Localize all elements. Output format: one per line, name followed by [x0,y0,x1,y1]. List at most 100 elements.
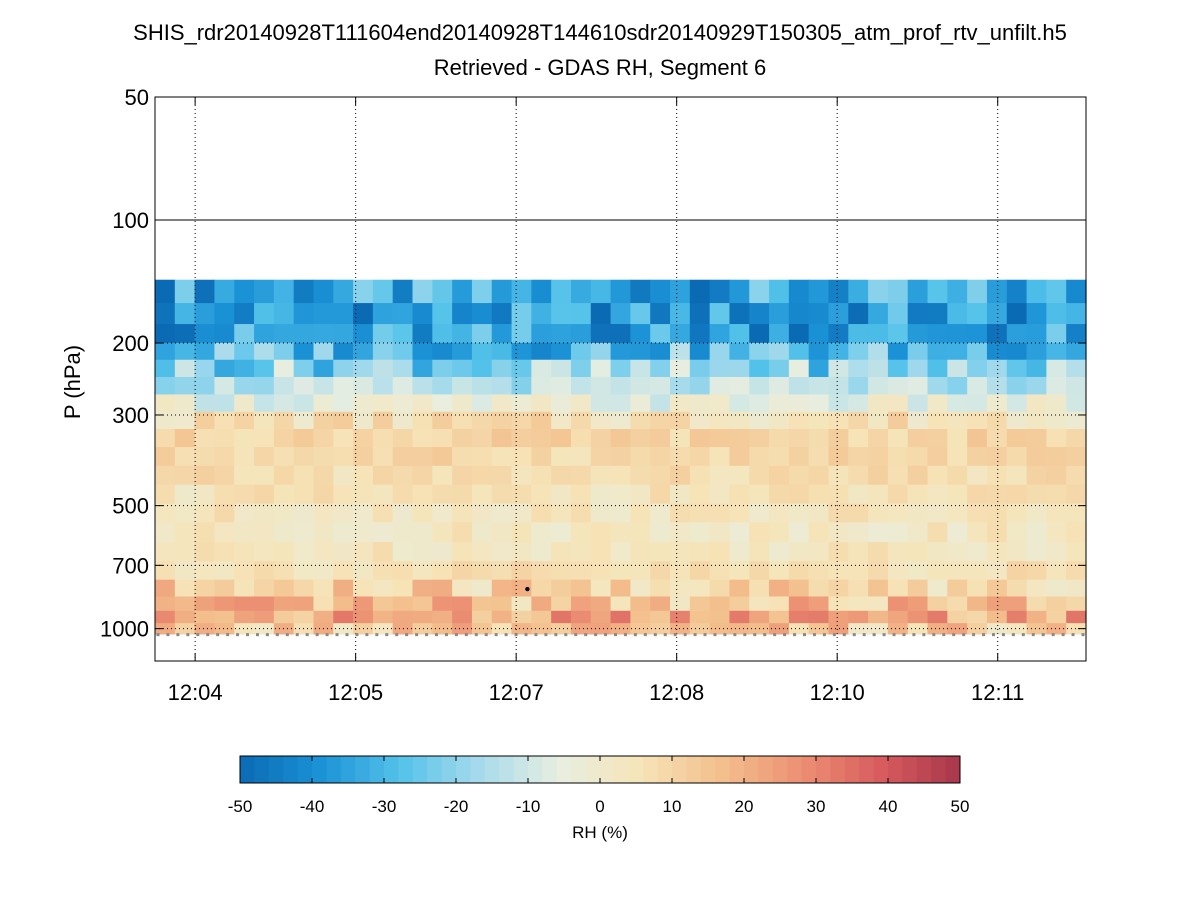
heatmap-cell [194,465,216,486]
heatmap-cell [214,503,235,523]
heatmap-cell [392,428,414,448]
heatmap-cell [333,428,354,448]
heatmap-cell [887,394,909,413]
heatmap-cell [1026,342,1047,361]
heatmap-cell [194,324,216,344]
heatmap-cell [1066,411,1087,430]
heatmap-cell [214,465,235,486]
heatmap-cell [412,542,433,562]
heatmap-cell [551,623,572,635]
surface-marker [196,633,200,637]
heatmap-cell [848,303,869,325]
heatmap-cell [590,428,612,448]
heatmap-cell [234,596,255,612]
heatmap-cell [333,596,354,612]
heatmap-cell [1046,342,1067,361]
heatmap-cell [729,503,750,523]
heatmap-cell [1046,465,1067,486]
heatmap-cell [471,279,493,304]
heatmap-cell [412,579,433,598]
colorbar-segment [758,756,774,783]
heatmap-cell [372,359,394,378]
heatmap-cell [234,561,255,581]
heatmap-cell [689,503,711,523]
surface-marker [1001,633,1005,637]
heatmap-cell [848,561,869,581]
heatmap-cell [234,610,255,624]
heatmap-cell [927,279,948,304]
heatmap-cell [749,342,770,361]
heatmap-cell [1046,623,1067,635]
heatmap-cell [372,394,394,413]
heatmap-cell [670,465,691,486]
heatmap-cell [590,303,612,325]
x-tick-label: 12:11 [971,680,1024,705]
heatmap-cell [531,411,552,430]
heatmap-cell [174,561,196,581]
heatmap-cell [471,447,493,467]
surface-marker [962,633,966,637]
heatmap-cell [590,623,612,635]
heatmap-cell [729,561,750,581]
heatmap-cell [254,428,275,448]
heatmap-cell [452,359,473,378]
heatmap-cell [907,342,929,361]
surface-marker [246,633,250,637]
heatmap-cell [650,428,671,448]
colorbar-segment [499,756,515,783]
surface-marker [703,633,707,637]
heatmap-cell [967,359,988,378]
surface-marker [395,633,399,637]
heatmap-cell [630,279,651,304]
surface-marker [1051,633,1055,637]
heatmap-cell [392,359,414,378]
heatmap-cell [412,428,433,448]
heatmap-cell [868,542,889,562]
heatmap-cell [650,303,671,325]
heatmap-cell [452,542,473,562]
heatmap-cell [214,411,235,430]
heatmap-cell [194,484,216,505]
surface-marker [454,633,458,637]
surface-marker [464,633,468,637]
colorbar-segment [441,756,457,783]
surface-marker [275,633,279,637]
heatmap-cell [293,579,315,598]
heatmap-cell [788,596,810,612]
heatmap-cell [273,303,295,325]
heatmap-cell [689,428,711,448]
heatmap-cell [372,447,394,467]
heatmap-cell [1026,324,1047,344]
heatmap-cell [650,596,671,612]
heatmap-cell [570,610,592,624]
heatmap-cell [610,579,632,598]
colorbar-segment [571,756,587,783]
colorbar-segment [470,756,486,783]
surface-marker [315,633,319,637]
surface-marker [633,633,637,637]
heatmap-cell [709,503,731,523]
heatmap-cell [234,447,255,467]
heatmap-cell [947,376,968,396]
heatmap-cell [194,342,216,361]
heatmap-cell [907,447,929,467]
heatmap-cell [630,394,651,413]
heatmap-cell [729,447,750,467]
heatmap-cell [947,484,968,505]
heatmap-cell [1066,579,1087,598]
heatmap-cell [670,342,691,361]
heatmap-cell [471,542,493,562]
heatmap-cell [670,447,691,467]
heatmap-cell [808,542,830,562]
heatmap-cell [788,428,810,448]
heatmap-cell [254,522,275,543]
colorbar-segment [744,756,759,783]
heatmap-cell [650,324,671,344]
surface-marker [842,633,846,637]
heatmap-cell [174,411,196,430]
heatmap-cell [491,579,513,598]
data-marker [525,586,530,592]
heatmap-cell [670,522,691,543]
heatmap-cell [293,596,315,612]
heatmap-cell [1046,376,1067,396]
